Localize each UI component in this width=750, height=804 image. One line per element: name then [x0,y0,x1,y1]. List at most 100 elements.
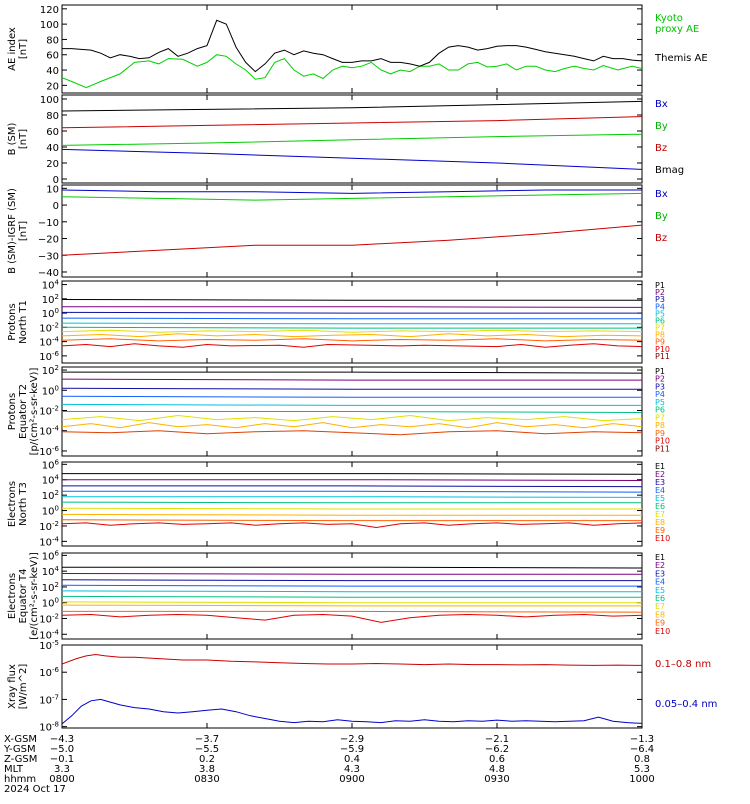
legend-label: E10 [655,534,670,543]
panel-6-frame [61,461,643,547]
x-row-value: −1.3 [630,734,654,745]
x-row-value: −3.7 [195,734,219,745]
x-row-value: 0.8 [634,754,650,765]
y-axis-label: [p/(cm²-s-sr-keV)] [29,368,40,456]
y-tick-label: 106 [42,458,60,471]
y-tick-label: 0 [53,175,59,186]
x-row-value: −2.9 [340,734,364,745]
legend-label: P2 [655,288,665,297]
series-line-0-1-0-8-nm [62,653,642,666]
legend-label: E3 [655,478,665,487]
legend-label: E4 [655,486,665,495]
x-row-value: 4.8 [489,764,505,775]
y-tick-label: 40 [46,66,59,77]
series-line-p2 [62,378,642,381]
y-tick-label: 102 [42,293,59,306]
y-tick-label: 102 [42,581,59,594]
series-line-e6 [62,501,642,504]
x-row-value: 0.6 [489,754,505,765]
panel-4-frame [61,280,643,364]
y-tick-label: 104 [42,474,60,487]
series-line-e3 [62,579,642,582]
y-tick-label: 80 [46,35,59,46]
y-tick-label: 10-4 [39,535,59,548]
x-row-value: −6.2 [485,744,509,755]
legend-label: Kyoto [655,13,683,24]
y-axis-label: Equator T2 [18,384,29,439]
y-tick-label: 10-6 [39,350,59,363]
legend-label: P11 [655,444,670,453]
series-line-e5 [62,496,642,498]
series-line-e2 [62,573,642,575]
y-tick-label: 80 [46,111,59,122]
series-line-bx [62,189,642,194]
series-line-e7 [62,601,642,604]
y-tick-label: 104 [42,565,60,578]
y-tick-label: 10-4 [39,628,59,641]
series-line-p4 [62,395,642,398]
legend-label: P5 [655,309,665,318]
legend-label: E3 [655,569,665,578]
legend-label: proxy AE [655,24,699,35]
series-line-p5 [62,403,642,406]
panel-7-frame [61,552,643,640]
series-line-by [62,133,642,146]
y-tick-label: −10 [38,218,59,229]
legend-label: E5 [655,494,665,503]
series-line-p6 [62,411,642,413]
y-tick-label: 20 [46,159,59,170]
legend-label: E2 [655,470,665,479]
series-line-p4 [62,317,642,320]
y-axis-label: AE index [7,27,18,71]
legend-label: E8 [655,518,665,527]
x-row-value: 3.3 [54,764,70,775]
series-line-p8 [62,333,642,338]
series-line-p7 [62,329,642,333]
series-line-p1 [62,371,642,374]
legend-label: Themis AE [654,53,708,64]
legend-label: E7 [655,510,665,519]
legend-label: E4 [655,578,665,587]
series-line-by [62,192,642,201]
series-line-e9 [62,519,642,522]
y-tick-label: 100 [40,95,59,106]
legend-label: P3 [655,382,665,391]
legend-label: E8 [655,610,665,619]
x-row-value: 5.3 [634,764,650,775]
series-line-e10 [62,613,642,623]
x-row-label: X-GSM [4,734,37,745]
series-line-p7 [62,414,642,422]
series-line-p3 [62,387,642,390]
legend-label: Bz [655,143,667,154]
x-row-value: −4.3 [50,734,74,745]
x-row-value: −5.5 [195,744,219,755]
legend-label: E5 [655,586,665,595]
panel-1-frame [61,4,643,94]
legend-label: P9 [655,429,665,438]
series-line-p5 [62,322,642,325]
legend-label: P1 [655,367,665,376]
y-axis-label: Xray flux [7,664,18,709]
series-line-p2 [62,306,642,308]
y-axis-label: Equator T4 [18,569,29,624]
y-tick-label: 120 [40,5,59,16]
legend-label: P7 [655,324,665,333]
legend-label: P8 [655,331,665,340]
y-axis-label: North T3 [18,482,29,526]
series-line-e9 [62,610,642,613]
x-row-value: 4.3 [344,764,360,775]
y-tick-label: 10-4 [39,336,59,349]
y-tick-label: 10-5 [39,639,59,652]
legend-label: P3 [655,295,665,304]
series-line-e5 [62,590,642,593]
legend-label: P4 [655,390,665,399]
series-line-e10 [62,522,642,529]
y-tick-label: 10-2 [39,404,59,417]
y-axis-label: B (SM)-IGRF (SM) [7,188,18,274]
x-row-value: 0.4 [344,754,360,765]
series-line-e1 [62,566,642,569]
y-tick-label: 10-7 [39,693,59,706]
legend-label: P1 [655,281,665,290]
y-tick-label: 10-2 [39,520,59,533]
